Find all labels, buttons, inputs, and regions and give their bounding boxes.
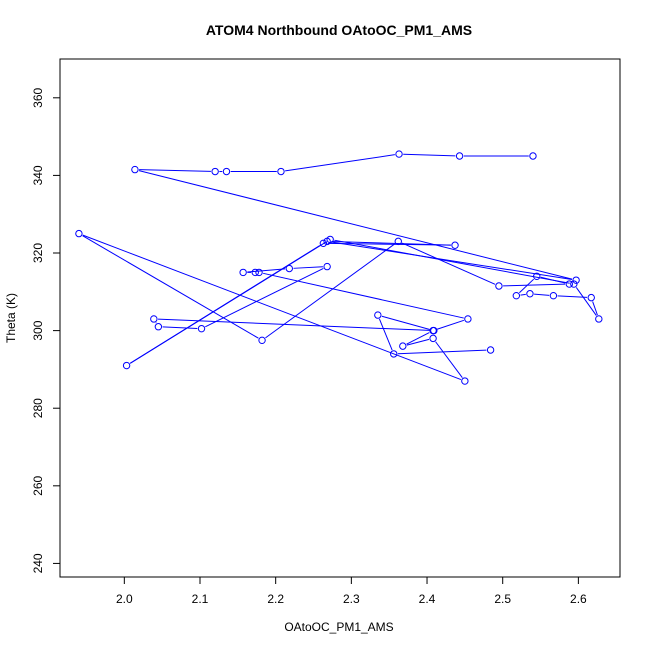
series-segment (158, 318, 430, 331)
y-tick-label: 280 (31, 398, 45, 418)
data-point (429, 334, 437, 343)
series-segment (406, 338, 430, 346)
series-segment (435, 341, 463, 378)
y-axis: 240 260 280 300 320 340 360 (31, 87, 60, 573)
x-tick-label: 2.5 (494, 592, 511, 606)
data-point (512, 291, 521, 300)
x-tick-label: 2.1 (192, 592, 209, 606)
series-segment (293, 266, 323, 269)
x-tick-label: 2.6 (570, 592, 587, 606)
series-segment (129, 241, 327, 364)
series-segment (381, 315, 430, 330)
series-segment (403, 153, 456, 157)
data-point (572, 276, 580, 284)
data-point (390, 350, 398, 358)
series-segment (557, 295, 588, 298)
plot-frame (59, 58, 621, 578)
y-tick-label: 240 (31, 553, 45, 573)
x-axis-label: OAtoOC_PM1_AMS (284, 620, 393, 634)
series-segment (285, 154, 395, 172)
data-point (464, 315, 472, 323)
y-axis-label: Theta (K) (4, 293, 18, 343)
data-point (326, 235, 334, 244)
data-point (495, 282, 503, 290)
series-segment (82, 235, 259, 339)
series-segment (436, 319, 465, 330)
data-point (395, 150, 403, 158)
data-point (461, 377, 469, 385)
series-segment (401, 242, 496, 285)
data-point (526, 290, 534, 298)
series-segment (139, 169, 211, 172)
data-point (430, 326, 438, 335)
data-point (251, 268, 259, 277)
data-point (533, 272, 541, 280)
y-tick-label: 260 (31, 475, 45, 495)
series-segment (331, 241, 573, 281)
data-point (150, 315, 158, 323)
series-segment (592, 301, 598, 316)
data-point (75, 229, 83, 238)
y-tick-label: 300 (31, 320, 45, 340)
x-tick-label: 2.4 (419, 592, 436, 606)
series-segment (378, 318, 393, 351)
data-point (154, 323, 163, 331)
series-segment (247, 268, 286, 273)
x-tick-label: 2.2 (267, 592, 284, 606)
series-segment (82, 234, 462, 381)
data-point (122, 361, 131, 370)
series-segment (534, 293, 550, 296)
series-segment (327, 242, 451, 246)
data-point (323, 262, 331, 271)
data-point (570, 280, 578, 288)
data-point (258, 336, 266, 345)
data-point (587, 293, 595, 302)
data-point (374, 311, 382, 319)
series-segment (519, 278, 535, 294)
data-point (394, 237, 402, 246)
data-point (595, 315, 603, 323)
series-segment (520, 293, 526, 296)
data-point (131, 165, 139, 174)
series-layer (75, 150, 603, 385)
data-point (455, 152, 464, 160)
y-tick-label: 320 (31, 243, 45, 263)
series-segment (263, 272, 464, 319)
data-point (285, 264, 293, 273)
series-segment (406, 332, 430, 345)
series-segment (205, 268, 324, 328)
series-segment (265, 243, 396, 339)
x-axis: 2.0 2.1 2.2 2.3 2.4 2.5 2.6 (116, 577, 587, 606)
data-point (255, 268, 263, 277)
data-point (565, 280, 573, 288)
y-tick-label: 360 (31, 87, 45, 107)
data-point (451, 241, 459, 249)
chart-title: ATOM4 Northbound OAtoOC_PM1_AMS (206, 22, 472, 38)
data-point (486, 346, 495, 354)
data-point (211, 167, 219, 176)
series-segment (575, 287, 597, 316)
data-point (239, 268, 247, 277)
series-segment (162, 326, 198, 329)
data-point (529, 152, 537, 160)
series-segment (503, 283, 566, 287)
x-tick-label: 2.3 (343, 592, 360, 606)
series-segment (138, 170, 573, 280)
series-segment (334, 239, 570, 284)
x-tick-label: 2.0 (116, 592, 133, 606)
series-segment (397, 349, 487, 355)
y-tick-label: 340 (31, 165, 45, 185)
data-point (222, 167, 231, 176)
data-point (549, 291, 558, 300)
data-point (319, 239, 328, 248)
data-point (399, 342, 407, 350)
data-point (197, 324, 206, 333)
series-segment (540, 276, 566, 284)
data-point (277, 167, 285, 176)
